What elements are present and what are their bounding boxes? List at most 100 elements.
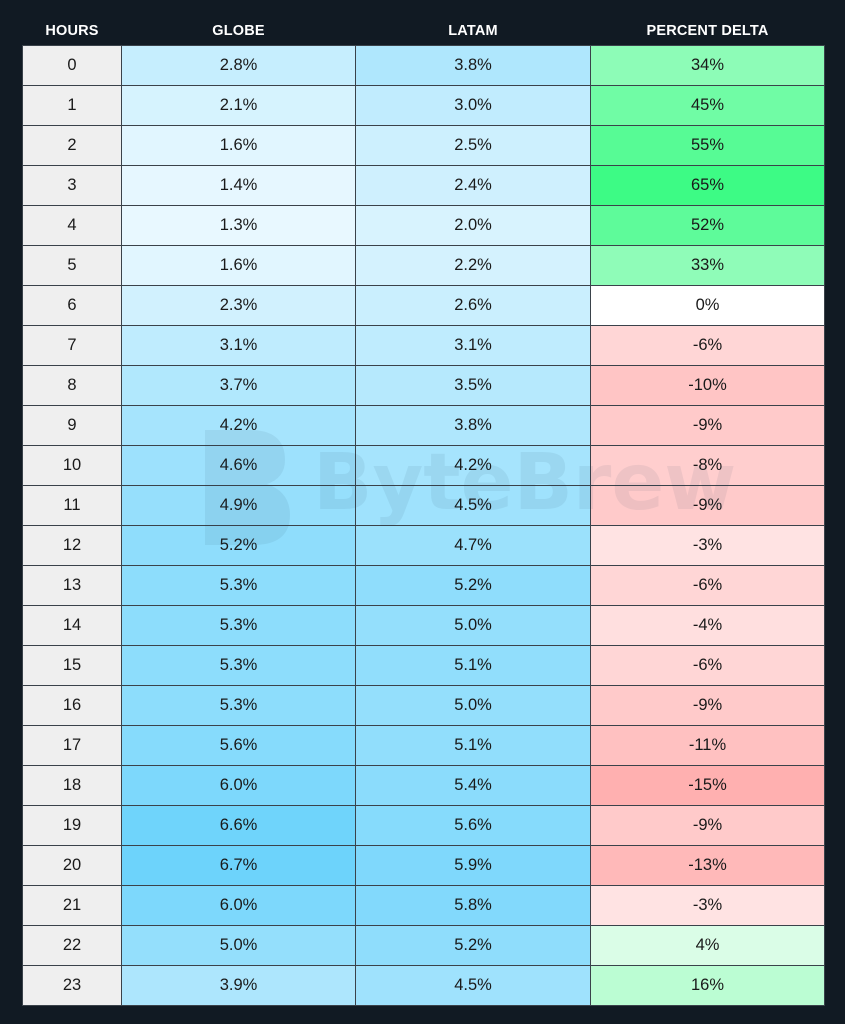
percent-delta-cell: -10%: [590, 365, 825, 406]
hour-cell: 11: [22, 485, 122, 526]
hour-cell: 9: [22, 405, 122, 446]
hour-cell: 13: [22, 565, 122, 606]
latam-cell: 2.2%: [355, 245, 591, 286]
globe-cell: 5.3%: [121, 645, 356, 686]
table-row: 4 1.3% 2.0% 52%: [22, 205, 825, 246]
table-row: 15 5.3% 5.1% -6%: [22, 645, 825, 686]
globe-cell: 3.9%: [121, 965, 356, 1006]
latam-cell: 4.2%: [355, 445, 591, 486]
latam-cell: 5.0%: [355, 685, 591, 726]
percent-delta-cell: -15%: [590, 765, 825, 806]
globe-cell: 6.7%: [121, 845, 356, 886]
percent-delta-cell: -3%: [590, 525, 825, 566]
globe-cell: 5.3%: [121, 565, 356, 606]
globe-cell: 1.6%: [121, 125, 356, 166]
header-globe: GLOBE: [212, 22, 265, 39]
table-row: 7 3.1% 3.1% -6%: [22, 325, 825, 366]
table-row: 0 2.8% 3.8% 34%: [22, 45, 825, 86]
percent-delta-cell: 45%: [590, 85, 825, 126]
table-row: 9 4.2% 3.8% -9%: [22, 405, 825, 446]
table-row: 19 6.6% 5.6% -9%: [22, 805, 825, 846]
percent-delta-cell: -11%: [590, 725, 825, 766]
latam-cell: 3.5%: [355, 365, 591, 406]
table-row: 17 5.6% 5.1% -11%: [22, 725, 825, 766]
percent-delta-cell: -9%: [590, 485, 825, 526]
header-hours: HOURS: [45, 22, 99, 39]
globe-cell: 1.3%: [121, 205, 356, 246]
percent-delta-cell: 65%: [590, 165, 825, 206]
table-row: 13 5.3% 5.2% -6%: [22, 565, 825, 606]
percent-delta-cell: -6%: [590, 645, 825, 686]
latam-cell: 3.1%: [355, 325, 591, 366]
table-row: 8 3.7% 3.5% -10%: [22, 365, 825, 406]
hour-cell: 8: [22, 365, 122, 406]
percent-delta-cell: 55%: [590, 125, 825, 166]
globe-cell: 5.3%: [121, 605, 356, 646]
globe-cell: 4.9%: [121, 485, 356, 526]
table-row: 18 6.0% 5.4% -15%: [22, 765, 825, 806]
latam-cell: 2.4%: [355, 165, 591, 206]
globe-cell: 4.2%: [121, 405, 356, 446]
hour-cell: 23: [22, 965, 122, 1006]
globe-cell: 6.6%: [121, 805, 356, 846]
globe-cell: 2.1%: [121, 85, 356, 126]
table-row: 3 1.4% 2.4% 65%: [22, 165, 825, 206]
globe-cell: 2.3%: [121, 285, 356, 326]
hour-cell: 1: [22, 85, 122, 126]
hour-cell: 10: [22, 445, 122, 486]
hour-cell: 6: [22, 285, 122, 326]
latam-cell: 2.5%: [355, 125, 591, 166]
table-row: 10 4.6% 4.2% -8%: [22, 445, 825, 486]
hour-cell: 7: [22, 325, 122, 366]
globe-cell: 4.6%: [121, 445, 356, 486]
hour-cell: 22: [22, 925, 122, 966]
percent-delta-cell: -9%: [590, 805, 825, 846]
percent-delta-cell: -13%: [590, 845, 825, 886]
hour-cell: 12: [22, 525, 122, 566]
hour-cell: 21: [22, 885, 122, 926]
globe-cell: 1.4%: [121, 165, 356, 206]
latam-cell: 5.4%: [355, 765, 591, 806]
globe-cell: 5.6%: [121, 725, 356, 766]
globe-cell: 5.2%: [121, 525, 356, 566]
table-row: 12 5.2% 4.7% -3%: [22, 525, 825, 566]
table-row: 21 6.0% 5.8% -3%: [22, 885, 825, 926]
percent-delta-cell: 52%: [590, 205, 825, 246]
hour-cell: 15: [22, 645, 122, 686]
header-row: HOURS GLOBE LATAM PERCENT DELTA: [23, 16, 825, 46]
table-row: 5 1.6% 2.2% 33%: [22, 245, 825, 286]
globe-cell: 6.0%: [121, 765, 356, 806]
latam-cell: 5.8%: [355, 885, 591, 926]
latam-cell: 2.6%: [355, 285, 591, 326]
percent-delta-cell: 33%: [590, 245, 825, 286]
hour-cell: 18: [22, 765, 122, 806]
latam-cell: 4.5%: [355, 485, 591, 526]
header-percent-delta: PERCENT DELTA: [646, 22, 769, 39]
globe-cell: 6.0%: [121, 885, 356, 926]
percent-delta-cell: -3%: [590, 885, 825, 926]
percent-delta-cell: -8%: [590, 445, 825, 486]
percent-delta-cell: 0%: [590, 285, 825, 326]
percent-delta-cell: -9%: [590, 685, 825, 726]
table-row: 6 2.3% 2.6% 0%: [22, 285, 825, 326]
globe-cell: 3.7%: [121, 365, 356, 406]
globe-cell: 5.0%: [121, 925, 356, 966]
latam-cell: 3.8%: [355, 405, 591, 446]
globe-cell: 3.1%: [121, 325, 356, 366]
hour-cell: 3: [22, 165, 122, 206]
table-body: 0 2.8% 3.8% 34% 1 2.1% 3.0% 45% 2 1.6% 2.5% 55% 3 1.4…: [22, 45, 825, 1006]
latam-cell: 5.9%: [355, 845, 591, 886]
globe-cell: 1.6%: [121, 245, 356, 286]
latam-cell: 5.2%: [355, 925, 591, 966]
percent-delta-cell: 16%: [590, 965, 825, 1006]
table-row: 16 5.3% 5.0% -9%: [22, 685, 825, 726]
hour-cell: 14: [22, 605, 122, 646]
table-row: 11 4.9% 4.5% -9%: [22, 485, 825, 526]
hour-cell: 4: [22, 205, 122, 246]
percent-delta-cell: 4%: [590, 925, 825, 966]
globe-cell: 5.3%: [121, 685, 356, 726]
table-row: 22 5.0% 5.2% 4%: [22, 925, 825, 966]
percent-delta-cell: 34%: [590, 45, 825, 86]
globe-cell: 2.8%: [121, 45, 356, 86]
